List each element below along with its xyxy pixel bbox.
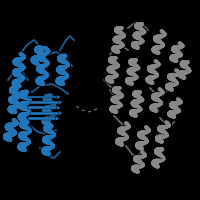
Bar xyxy=(28,106,57,109)
Bar xyxy=(28,96,57,98)
Polygon shape xyxy=(59,111,63,115)
Bar xyxy=(30,101,59,104)
Polygon shape xyxy=(57,106,61,110)
Polygon shape xyxy=(56,116,60,121)
Bar xyxy=(30,112,59,115)
Polygon shape xyxy=(59,100,63,105)
Polygon shape xyxy=(57,95,61,99)
Bar xyxy=(28,117,56,120)
